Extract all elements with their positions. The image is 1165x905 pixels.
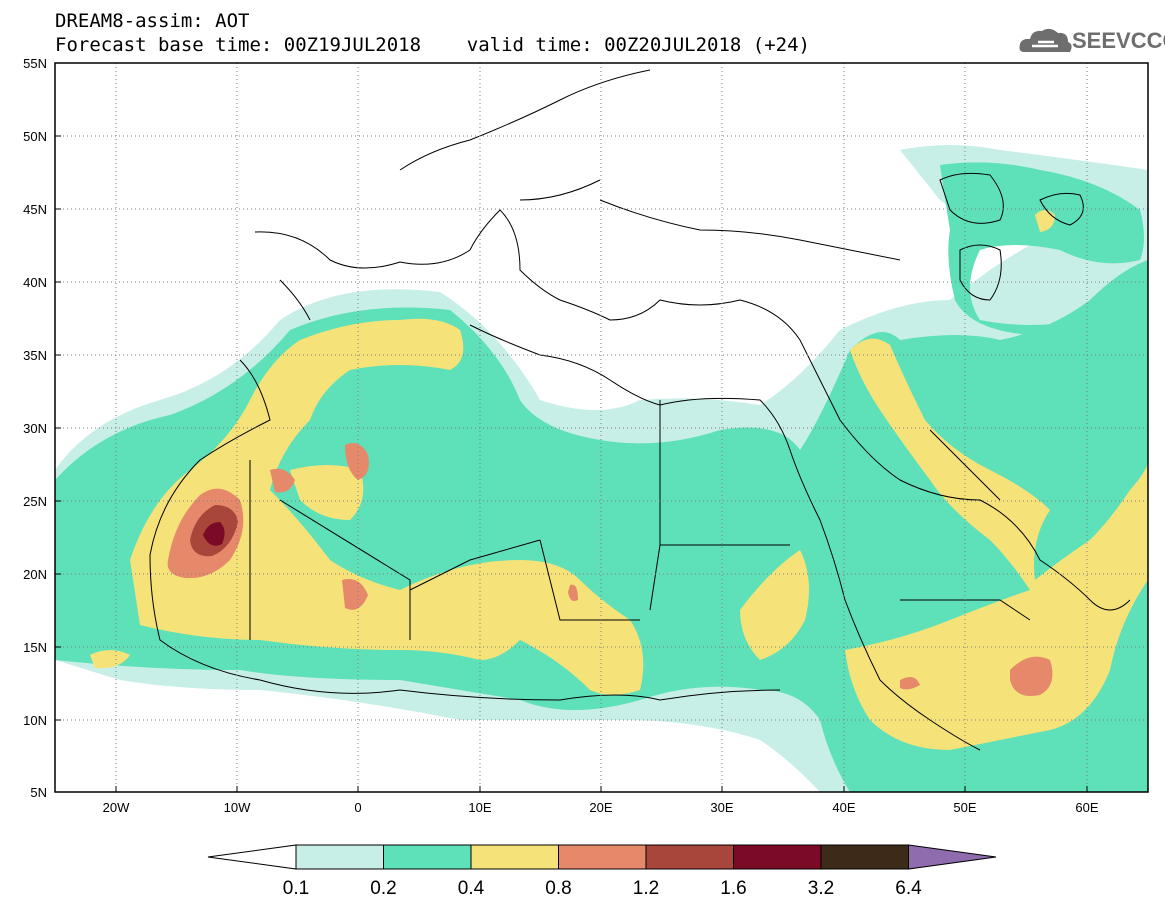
lon-label: 60E [1075,800,1098,815]
colorbar-swatch [645,844,734,870]
lat-label: 55N [23,56,47,71]
colorbar-max-triangle [908,844,997,870]
colorbar-label: 0.8 [545,878,571,899]
logo-text: SEEVCCC [1072,28,1165,53]
lat-label: 25N [23,494,47,509]
colorbar-label: 1.2 [633,878,659,899]
colorbar-min-triangle [207,844,297,870]
lon-label: 10W [224,800,251,815]
colorbar-label: 0.2 [370,878,396,899]
lon-label: 40E [832,800,855,815]
aot-field [55,63,1148,792]
lon-label: 20W [103,800,130,815]
lat-label: 35N [23,348,47,363]
colorbar-swatch [558,844,647,870]
lat-label: 50N [23,129,47,144]
lon-label: 50E [953,800,976,815]
forecast-times: Forecast base time: 00Z19JUL2018 valid t… [55,34,810,56]
lat-label: 20N [23,567,47,582]
lat-label: 10N [23,713,47,728]
lon-label: 20E [589,800,612,815]
lat-label: 5N [30,785,47,800]
colorbar-swatch [470,844,559,870]
colorbar-swatch [383,844,472,870]
colorbar-label: 1.6 [720,878,746,899]
colorbar-label: 6.4 [895,878,922,899]
lat-label: 40N [23,275,47,290]
colorbar-swatch [295,844,384,870]
lat-label: 45N [23,202,47,217]
lon-label: 10E [468,800,491,815]
colorbar-swatch [733,844,822,870]
cloud-icon [1019,28,1072,52]
colorbar-label: 0.4 [458,878,485,899]
colorbar [207,844,997,870]
colorbar-swatch [820,844,909,870]
colorbar-label: 3.2 [808,878,834,899]
lat-label: 15N [23,640,47,655]
lon-label: 30E [710,800,733,815]
map-title: DREAM8-assim: AOT [55,10,250,32]
lon-label: 0 [354,800,361,815]
colorbar-label: 0.1 [283,878,309,899]
lat-label: 30N [23,421,47,436]
